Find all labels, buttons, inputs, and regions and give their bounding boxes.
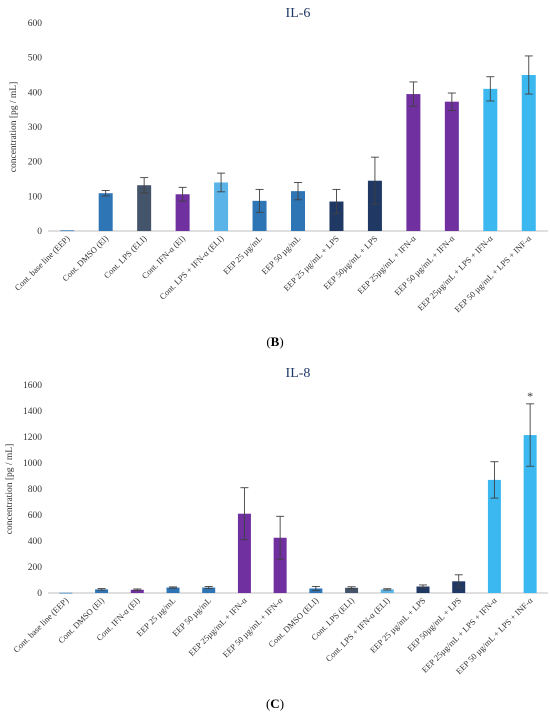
- y-tick-label: 100: [28, 192, 43, 202]
- y-tick-label: 1600: [23, 381, 42, 391]
- bar: [166, 587, 180, 593]
- y-tick-label: 600: [28, 19, 43, 29]
- y-axis-label: concentration [pg / mL]: [9, 82, 19, 172]
- bar: [60, 230, 75, 232]
- bar: [137, 185, 152, 231]
- bar: [291, 191, 305, 231]
- bar: [329, 201, 344, 231]
- bar: [214, 182, 229, 231]
- x-tick-label: EEP 25µg/mL + LPS + IFN-α: [415, 233, 495, 313]
- panel-label-c: (C): [265, 696, 285, 711]
- y-tick-label: 200: [28, 158, 43, 168]
- bar: [444, 101, 459, 232]
- il8-chart: IL-8 concentration [pg / mL] 0 200 400 600 800…: [5, 366, 548, 676]
- bar: [406, 94, 421, 231]
- bar: [59, 592, 73, 594]
- chart-title: IL-8: [286, 366, 311, 381]
- bar: [130, 589, 144, 593]
- bar: [98, 193, 113, 231]
- y-tick-label: 400: [28, 537, 43, 547]
- bar: [380, 589, 394, 593]
- y-tick-label: 0: [37, 227, 42, 237]
- y-tick-label: 1000: [23, 459, 42, 469]
- x-tick-label: Cont. LPS + IFN-α (ELI): [323, 595, 391, 663]
- x-tick-label: EEP 25 µg/mL: [221, 233, 264, 276]
- bar: [367, 180, 382, 231]
- y-tick-label: 1400: [23, 407, 42, 417]
- bar: [416, 586, 430, 593]
- x-tick-label: Cont. base line (EEP): [12, 233, 71, 292]
- bar: [175, 194, 190, 231]
- y-axis-label: concentration [pg / mL]: [5, 444, 15, 534]
- bar: [252, 200, 267, 231]
- chart-title: IL-6: [286, 6, 311, 21]
- bar: [95, 589, 109, 593]
- bar: [237, 513, 251, 593]
- x-tick-label: Cont. LPS + IFN-α (ELI): [157, 233, 225, 301]
- significance-marker: *: [527, 389, 533, 403]
- bar: [521, 75, 536, 231]
- x-tick-label: Cont. base line (EEP): [11, 595, 70, 654]
- panel-label-b: (B): [266, 334, 284, 349]
- y-tick-label: 600: [28, 511, 43, 521]
- il6-chart: IL-6 concentration [pg / mL] 0 100 200 300 400…: [9, 6, 548, 314]
- bar: [273, 537, 287, 593]
- x-tick-label: EEP 50 µg/mL + LPS + INF-α: [454, 595, 535, 676]
- x-tick-label: EEP 50 µg/mL + IFN-α: [221, 595, 285, 659]
- y-tick-label: 200: [28, 563, 43, 573]
- y-tick-label: 800: [28, 485, 43, 495]
- bar: [202, 587, 216, 593]
- bar: [345, 587, 359, 593]
- y-tick-label: 500: [28, 54, 43, 64]
- y-tick-label: 1200: [23, 433, 42, 443]
- y-tick-label: 300: [28, 123, 43, 133]
- y-tick-label: 400: [28, 88, 43, 98]
- x-tick-label: EEP 50 µg/mL + LPS + INF-α: [452, 233, 533, 314]
- y-tick-label: 0: [37, 589, 42, 599]
- bar: [483, 88, 498, 231]
- bar: [523, 435, 537, 593]
- bar: [487, 479, 501, 593]
